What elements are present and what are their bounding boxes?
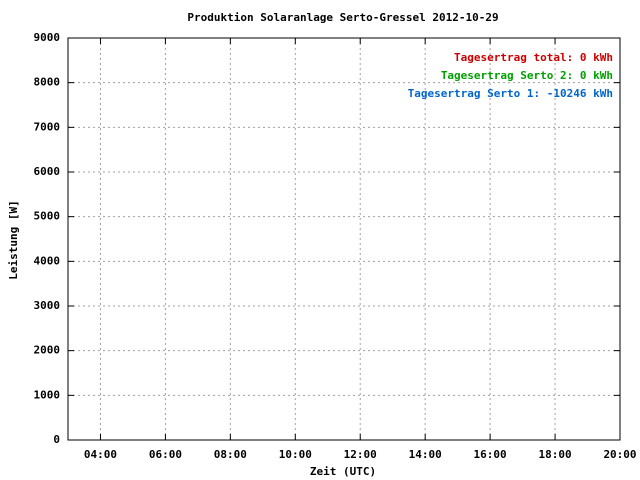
x-tick-label: 16:00 [474, 448, 507, 461]
x-tick-label: 12:00 [344, 448, 377, 461]
y-tick-label: 0 [53, 433, 60, 446]
x-tick-label: 08:00 [214, 448, 247, 461]
x-tick-label: 04:00 [84, 448, 117, 461]
x-tick-label: 20:00 [603, 448, 636, 461]
chart-title: Produktion Solaranlage Serto-Gressel 201… [187, 11, 498, 24]
x-tick-label: 10:00 [279, 448, 312, 461]
y-tick-label: 3000 [34, 299, 61, 312]
y-tick-label: 5000 [34, 210, 61, 223]
x-tick-label: 18:00 [538, 448, 571, 461]
x-axis-label: Zeit (UTC) [310, 465, 376, 478]
y-tick-label: 1000 [34, 388, 61, 401]
y-tick-label: 8000 [34, 76, 61, 89]
y-tick-label: 9000 [34, 31, 61, 44]
y-tick-label: 2000 [34, 344, 61, 357]
y-tick-label: 6000 [34, 165, 61, 178]
plot-border [67, 37, 621, 441]
x-tick-label: 06:00 [149, 448, 182, 461]
legend-entry: Tagesertrag Serto 2: 0 kWh [441, 69, 613, 82]
y-tick-label: 7000 [34, 120, 61, 133]
y-axis-label: Leistung [W] [7, 200, 20, 279]
legend-entry: Tagesertrag Serto 1: -10246 kWh [408, 87, 613, 100]
x-tick-label: 14:00 [409, 448, 442, 461]
y-tick-label: 4000 [34, 254, 61, 267]
legend-entry: Tagesertrag total: 0 kWh [454, 51, 613, 64]
